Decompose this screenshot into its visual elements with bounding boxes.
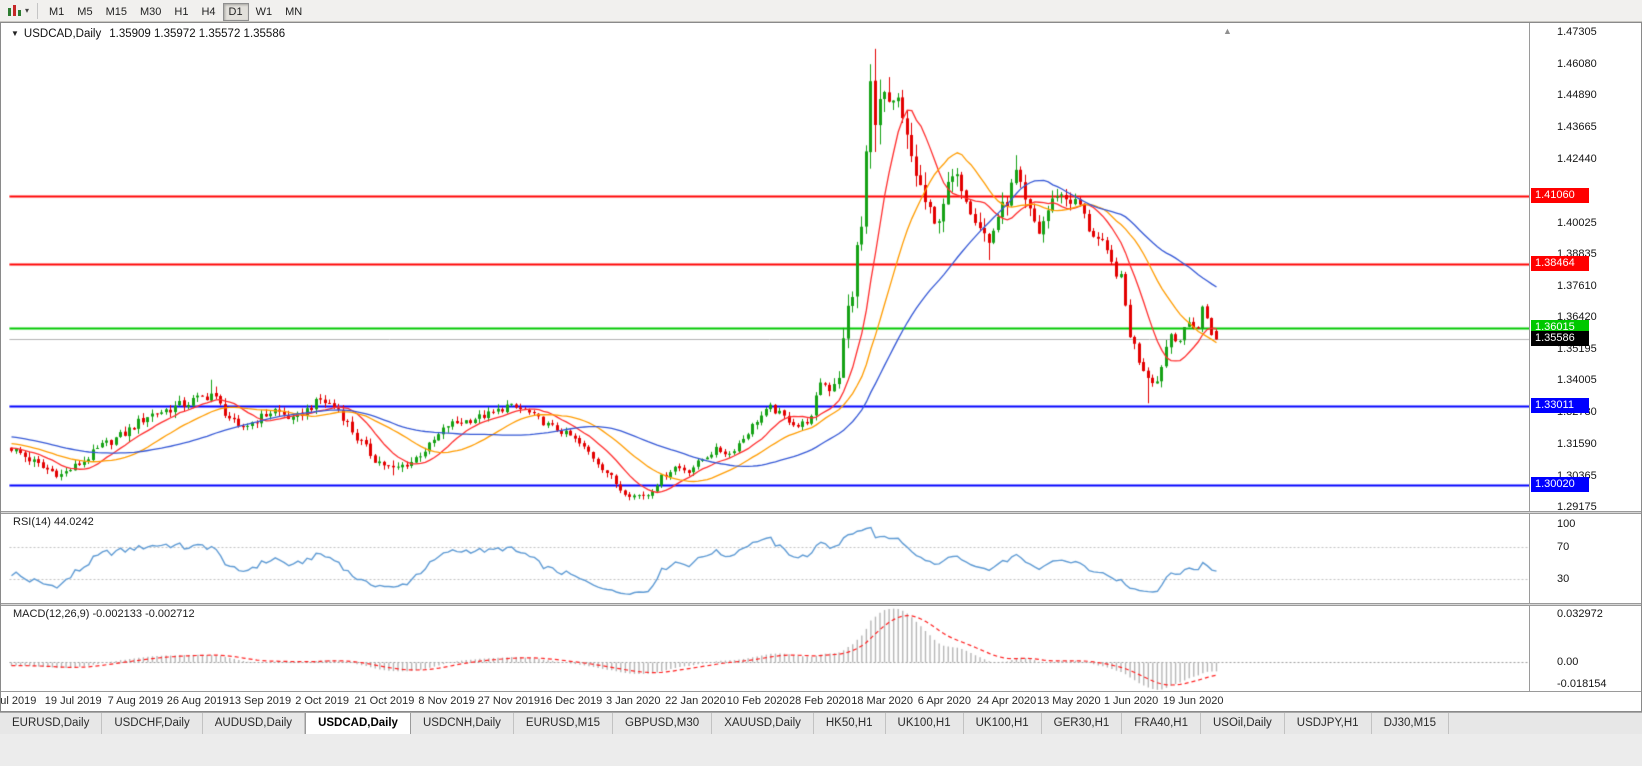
date-tick-label: 19 Jun 2020 — [1162, 695, 1224, 707]
level-price-tag: 1.41060 — [1531, 187, 1589, 203]
timeframe-button-mn[interactable]: MN — [285, 5, 303, 18]
panel-divider[interactable] — [1, 511, 1641, 514]
timeframe-button-h1[interactable]: H1 — [174, 5, 189, 18]
date-tick-label: 26 Aug 2019 — [166, 695, 229, 707]
date-tick-label: 13 Sep 2019 — [228, 695, 292, 707]
chart-tab-usdjpy-h1[interactable]: USDJPY,H1 — [1285, 713, 1372, 734]
chart-tab-uk100-h1[interactable]: UK100,H1 — [886, 713, 964, 734]
price-tick-label: 1.29175 — [1557, 500, 1597, 513]
date-tick-label: 6 Apr 2020 — [917, 695, 971, 707]
rsi-tick-label: 30 — [1557, 573, 1570, 586]
chart-tab-eurusd-m15[interactable]: EURUSD,M15 — [514, 713, 614, 734]
chart-window: ▼ USDCAD,Daily 1.35909 1.35972 1.35572 1.3… — [0, 22, 1642, 712]
chart-tab-usdchf-daily[interactable]: USDCHF,Daily — [102, 713, 203, 734]
one-click-trading-arrow-icon[interactable]: ▼ — [11, 29, 19, 38]
chart-tab-fra40-h1[interactable]: FRA40,H1 — [1122, 713, 1201, 734]
timeframe-button-m1[interactable]: M1 — [49, 5, 65, 18]
date-tick-label: 1 Jul 2019 — [0, 695, 37, 707]
level-price-tag: 1.30020 — [1531, 476, 1589, 492]
price-tick-label: 1.35195 — [1557, 343, 1597, 356]
chart-tab-usdcad-daily[interactable]: USDCAD,Daily — [305, 713, 411, 734]
chart-tab-xauusd-daily[interactable]: XAUUSD,Daily — [712, 713, 814, 734]
chart-tab-eurusd-daily[interactable]: EURUSD,Daily — [0, 713, 103, 734]
timeframe-button-d1[interactable]: D1 — [222, 2, 249, 21]
chart-tab-dj30-m15[interactable]: DJ30,M15 — [1372, 713, 1449, 734]
price-tick-label: 1.34005 — [1557, 374, 1597, 387]
chart-shift-marker-icon[interactable]: ▲ — [1223, 26, 1232, 36]
chart-symbol-label: USDCAD,Daily — [23, 28, 102, 40]
date-tick-label: 22 Jan 2020 — [665, 695, 726, 707]
chart-tab-gbpusd-m30[interactable]: GBPUSD,M30 — [613, 713, 713, 734]
timeframe-button-h4[interactable]: H4 — [201, 5, 216, 18]
date-tick-label: 16 Dec 2019 — [539, 695, 603, 707]
rsi-indicator-panel[interactable] — [9, 514, 1529, 603]
date-tick-label: 19 Jul 2019 — [44, 695, 102, 707]
toolbar-separator — [37, 2, 39, 19]
chart-tab-uk100-h1[interactable]: UK100,H1 — [964, 713, 1042, 734]
date-tick-label: 3 Jan 2020 — [606, 695, 661, 707]
timeframe-button-m30[interactable]: M30 — [139, 5, 162, 18]
price-tick-label: 1.44890 — [1557, 89, 1597, 102]
timeframe-button-m15[interactable]: M15 — [105, 5, 127, 18]
panel-divider[interactable] — [1, 603, 1641, 606]
chart-tab-ger30-h1[interactable]: GER30,H1 — [1042, 713, 1123, 734]
macd-tick-label: 0.00 — [1557, 655, 1579, 668]
chart-tab-hk50-h1[interactable]: HK50,H1 — [814, 713, 886, 734]
chart-tab-audusd-daily[interactable]: AUDUSD,Daily — [203, 713, 306, 734]
charts-bar-icon[interactable] — [4, 2, 24, 20]
price-tick-label: 1.47305 — [1557, 25, 1597, 38]
rsi-label: RSI(14) 44.0242 — [13, 516, 94, 528]
rsi-tick-label: 70 — [1557, 541, 1570, 554]
timeframe-bar: M1 M5 M15 M30 H1 H4 D1 W1 MN — [43, 2, 309, 21]
date-tick-label: 10 Feb 2020 — [726, 695, 789, 707]
level-price-tag: 1.38464 — [1531, 255, 1589, 271]
macd-tick-label: -0.018154 — [1557, 678, 1607, 690]
main-price-chart[interactable] — [9, 25, 1529, 511]
price-tick-label: 1.43665 — [1557, 121, 1597, 134]
price-tick-label: 1.37610 — [1557, 279, 1597, 292]
top-toolbar: ▾ M1 M5 M15 M30 H1 H4 D1 W1 MN — [0, 0, 1642, 22]
date-tick-label: 8 Nov 2019 — [418, 695, 475, 707]
date-tick-label: 1 Jun 2020 — [1103, 695, 1159, 707]
date-tick-label: 13 May 2020 — [1037, 695, 1101, 707]
level-price-tag: 1.33011 — [1531, 398, 1589, 414]
date-tick-label: 27 Nov 2019 — [477, 695, 540, 707]
price-tick-label: 1.31590 — [1557, 437, 1597, 450]
macd-indicator-panel[interactable] — [9, 606, 1529, 691]
price-tick-label: 1.40025 — [1557, 216, 1597, 229]
timeframe-button-m5[interactable]: M5 — [77, 5, 93, 18]
current-price-tag: 1.35586 — [1531, 330, 1589, 346]
price-tick-label: 1.42440 — [1557, 153, 1597, 166]
price-tick-label: 1.46080 — [1557, 58, 1597, 71]
price-axis[interactable]: 1.47305 1.46080 1.44890 1.43665 1.42440 1.400… — [1529, 23, 1641, 691]
date-tick-label: 28 Feb 2020 — [789, 695, 851, 707]
date-tick-label: 18 Mar 2020 — [851, 695, 914, 707]
chart-title-overlay: ▼ USDCAD,Daily 1.35909 1.35972 1.35572 1.3… — [11, 28, 285, 40]
date-tick-label: 2 Oct 2019 — [295, 695, 350, 707]
chevron-down-icon[interactable]: ▾ — [25, 6, 30, 15]
chart-tab-usoil-daily[interactable]: USOil,Daily — [1201, 713, 1285, 734]
date-tick-label: 21 Oct 2019 — [354, 695, 415, 707]
timeframe-button-w1[interactable]: W1 — [255, 5, 273, 18]
date-tick-label: 7 Aug 2019 — [107, 695, 164, 707]
chart-ohlc-values: 1.35909 1.35972 1.35572 1.35586 — [109, 28, 286, 40]
chart-tab-bar: EURUSD,Daily USDCHF,Daily AUDUSD,Daily USDC… — [0, 712, 1642, 734]
chart-tab-usdcnh-daily[interactable]: USDCNH,Daily — [411, 713, 514, 734]
rsi-tick-label: 100 — [1557, 517, 1576, 530]
macd-tick-label: 0.032972 — [1557, 608, 1603, 620]
macd-label: MACD(12,26,9) -0.002133 -0.002712 — [13, 608, 195, 620]
date-tick-label: 24 Apr 2020 — [976, 695, 1037, 707]
